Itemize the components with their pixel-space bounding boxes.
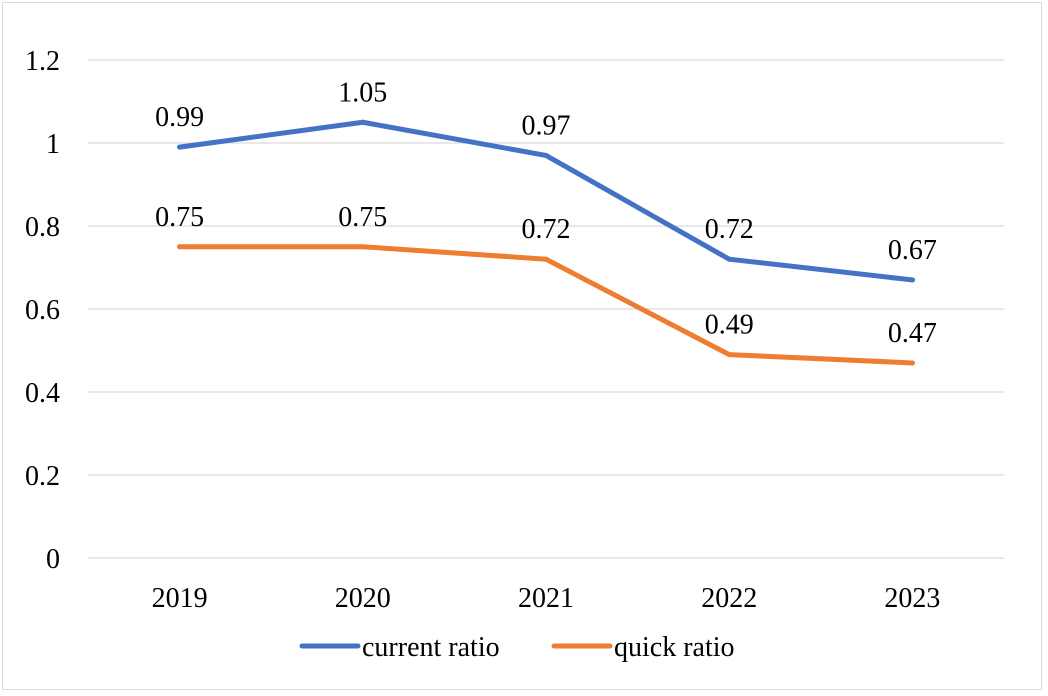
series-lines (177, 119, 915, 366)
y-tick-label: 0.4 (25, 378, 60, 409)
data-point (360, 119, 366, 125)
x-tick-label: 2022 (701, 583, 757, 614)
y-tick-label: 0 (46, 544, 60, 575)
y-tick-label: 0.8 (25, 212, 60, 243)
legend-label: quick ratio (614, 632, 735, 663)
data-label: 0.75 (155, 202, 204, 233)
legend: current ratio quick ratio (299, 632, 735, 663)
x-axis-ticks: 2019 2020 2021 2022 2023 (152, 583, 941, 614)
data-labels: 0.99 1.05 0.97 0.72 0.67 0.75 0.75 0.72 0.49 0.47 (155, 77, 937, 349)
series-line-quick-ratio (177, 244, 915, 366)
y-tick-label: 0.6 (25, 295, 60, 326)
gridlines (88, 59, 1004, 559)
y-axis-ticks: 0 0.2 0.4 0.6 0.8 1 1.2 (25, 46, 60, 575)
data-label: 0.75 (338, 202, 387, 233)
y-tick-label: 1 (46, 129, 60, 160)
data-point (543, 256, 549, 262)
x-tick-label: 2023 (884, 583, 940, 614)
data-label: 0.97 (522, 110, 571, 141)
series-line-current-ratio (177, 119, 915, 283)
x-tick-label: 2021 (518, 583, 574, 614)
data-point (726, 352, 732, 358)
y-tick-label: 0.2 (25, 461, 60, 492)
data-point (360, 244, 366, 250)
y-tick-label: 1.2 (25, 46, 60, 77)
data-label: 0.47 (888, 318, 937, 349)
data-label: 0.99 (155, 102, 204, 133)
data-label: 0.72 (522, 214, 571, 245)
legend-label: current ratio (362, 632, 500, 663)
data-label: 0.67 (888, 235, 937, 266)
data-point (726, 256, 732, 262)
data-point (909, 360, 915, 366)
data-label: 1.05 (338, 77, 387, 108)
data-point (909, 277, 915, 283)
data-point (543, 152, 549, 158)
data-point (177, 144, 183, 150)
data-point (177, 244, 183, 250)
x-tick-label: 2020 (335, 583, 391, 614)
x-tick-label: 2019 (152, 583, 208, 614)
data-label: 0.72 (705, 214, 754, 245)
data-label: 0.49 (705, 310, 754, 341)
